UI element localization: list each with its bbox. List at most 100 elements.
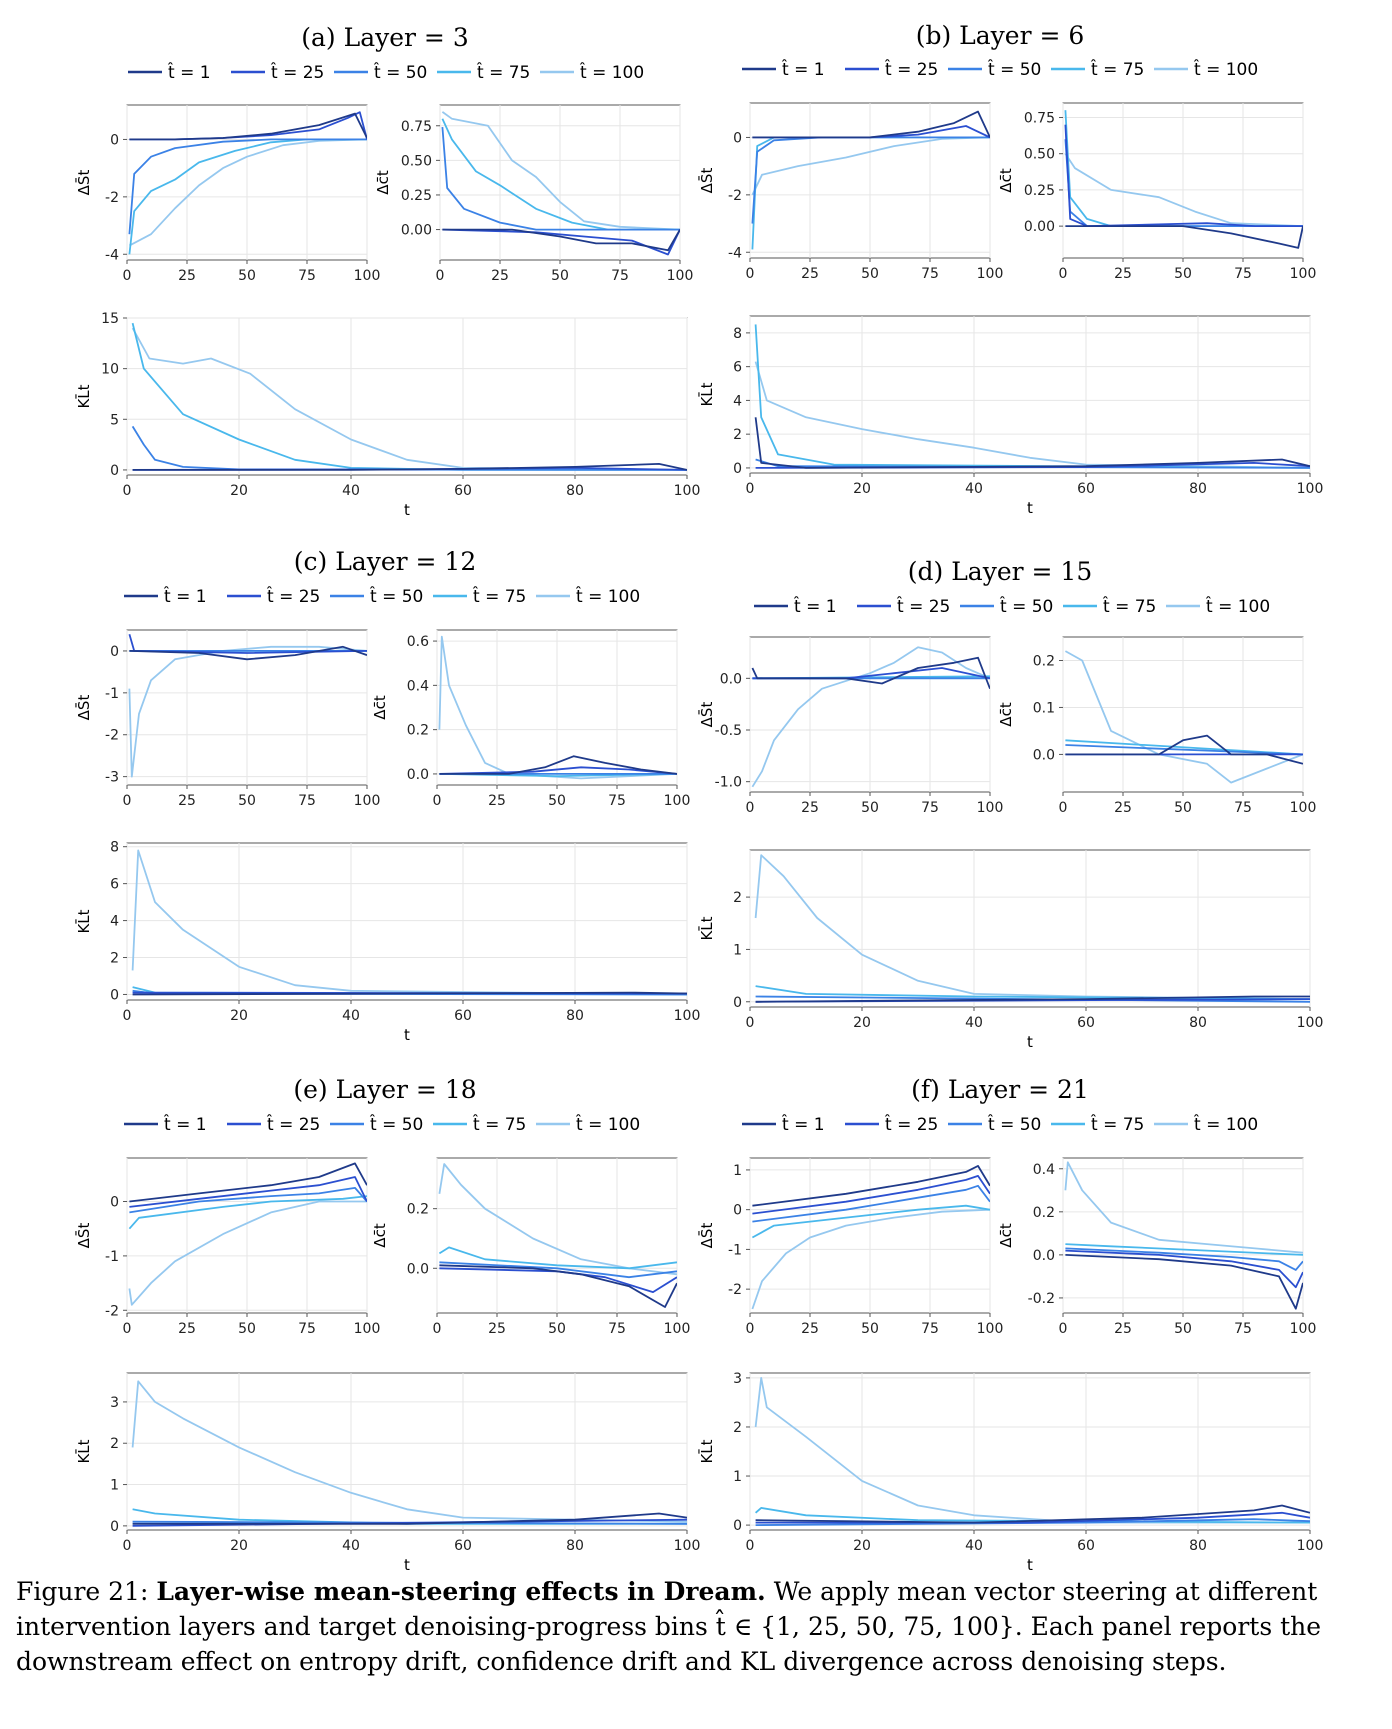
y-tick-label: 0.75	[1024, 110, 1055, 126]
y-axis-label: KL̄t	[697, 1439, 716, 1463]
x-axis-label: t	[404, 501, 410, 519]
chart-panel: (e) Layer = 18 t̂ = 1 t̂ = 25 t̂ = 50 t̂ = 7…	[74, 1075, 700, 1570]
series-line	[755, 1518, 1310, 1526]
plot-area	[749, 849, 1311, 1008]
series-line	[129, 1176, 367, 1208]
legend-label: t̂ = 100	[576, 1114, 641, 1135]
legend-label: t̂ = 1	[782, 59, 825, 80]
series-line	[131, 849, 687, 996]
legend-label: t̂ = 50	[374, 62, 428, 83]
legend: t̂ = 1 t̂ = 25 t̂ = 50 t̂ = 75 t̂ = 100	[754, 596, 1270, 617]
x-tick-label: 20	[853, 481, 871, 497]
y-tick-label: 2	[733, 1420, 742, 1436]
y-tick-label: 2	[733, 890, 742, 906]
series-line	[128, 645, 367, 778]
series-group	[128, 633, 367, 778]
y-tick-label: -1.0	[715, 775, 742, 791]
x-tick-label: 0	[746, 1015, 755, 1031]
x-tick-label: 40	[965, 481, 983, 497]
x-axis-label: t	[404, 1026, 410, 1044]
y-axis-label: KL̄t	[74, 909, 93, 933]
series-line	[129, 645, 367, 661]
x-tick-label: 100	[674, 1538, 701, 1554]
y-tick-label: 6	[733, 360, 742, 376]
x-tick-label: 40	[342, 1538, 360, 1554]
x-axis-label: t	[1027, 1033, 1033, 1051]
series-line	[438, 1246, 677, 1270]
series-line	[439, 755, 677, 775]
subplot: 0 25 50 75 100 0.0 -0.5 -1.0 ΔS̄t	[697, 636, 1003, 816]
chart-panel: (f) Layer = 21 t̂ = 1 t̂ = 25 t̂ = 50 t̂ = 7…	[697, 1075, 1323, 1570]
panel-title: (f) Layer = 21	[911, 1075, 1089, 1104]
series-line	[1064, 1161, 1303, 1254]
subplot: 0 25 50 75 100 0.2 0.1 0.0 Δc̄t	[997, 636, 1316, 816]
x-tick-label: 75	[921, 800, 939, 816]
x-tick-label: 0	[433, 1321, 442, 1337]
x-tick-label: 25	[178, 1321, 196, 1337]
y-tick-label: 4	[110, 914, 119, 930]
y-axis-label: Δc̄t	[371, 1223, 389, 1248]
subplot: 0 25 50 75 100 0.4 0.2 0.0 -0.2 Δc̄t	[997, 1157, 1317, 1337]
series-line	[1065, 1243, 1303, 1256]
y-axis-label: KL̄t	[74, 1439, 93, 1463]
series-group	[751, 110, 990, 250]
x-tick-label: 50	[1174, 1321, 1192, 1337]
legend: t̂ = 1 t̂ = 25 t̂ = 50 t̂ = 75 t̂ = 100	[124, 586, 640, 607]
plot-area	[126, 842, 688, 1001]
series-line	[132, 1512, 687, 1525]
series-group	[751, 1165, 990, 1310]
legend-label: t̂ = 50	[988, 1114, 1042, 1135]
x-tick-label: 50	[861, 266, 879, 282]
y-tick-label: 1	[733, 1469, 742, 1485]
series-line	[129, 1162, 367, 1203]
x-tick-label: 0	[746, 1538, 755, 1554]
legend-label: t̂ = 50	[988, 59, 1042, 80]
x-tick-label: 80	[566, 1538, 584, 1554]
series-line	[439, 1264, 677, 1308]
y-tick-label: 8	[110, 840, 119, 856]
legend-label: t̂ = 1	[782, 1114, 825, 1135]
y-tick-label: 1	[110, 1478, 119, 1494]
y-tick-label: 0	[110, 987, 119, 1003]
y-tick-label: -2	[105, 728, 119, 744]
x-tick-label: 60	[1077, 1015, 1095, 1031]
legend-label: t̂ = 25	[885, 1114, 939, 1135]
y-tick-label: -2	[105, 1303, 119, 1319]
x-tick-label: 60	[454, 1008, 472, 1024]
legend-label: t̂ = 25	[885, 59, 939, 80]
series-line	[754, 361, 1310, 469]
y-tick-label: 0.2	[1033, 653, 1055, 669]
subplot: 0 25 50 75 100 0 -2 -4 ΔS̄t	[74, 104, 380, 284]
y-tick-label: 0	[110, 132, 119, 148]
legend-label: t̂ = 75	[477, 62, 531, 83]
caption-label: Figure 21:	[16, 1577, 149, 1606]
x-tick-label: 100	[1290, 1321, 1317, 1337]
y-tick-label: 1	[733, 1163, 742, 1179]
series-group	[1064, 650, 1303, 784]
x-tick-label: 0	[123, 793, 132, 809]
x-tick-label: 50	[861, 1321, 879, 1337]
y-tick-label: 0.2	[1033, 1205, 1055, 1221]
y-tick-label: 0.4	[407, 678, 429, 694]
x-tick-label: 100	[1297, 481, 1324, 497]
x-tick-label: 100	[1297, 1015, 1324, 1031]
legend-label: t̂ = 100	[1194, 59, 1259, 80]
subplot: 0 20 40 60 80 100 3 2 1 0 KL̄t t	[697, 1371, 1323, 1570]
y-axis-label: ΔS̄t	[74, 695, 93, 721]
x-tick-label: 0	[123, 1538, 132, 1554]
x-tick-label: 50	[548, 1321, 566, 1337]
legend-label: t̂ = 1	[164, 586, 207, 607]
y-tick-label: -2	[105, 190, 119, 206]
series-line	[439, 1261, 677, 1279]
series-line	[1065, 734, 1303, 765]
y-tick-label: 0.0	[1033, 1248, 1055, 1264]
legend-label: t̂ = 75	[473, 586, 527, 607]
series-group	[128, 111, 367, 255]
x-tick-label: 0	[1059, 1321, 1068, 1337]
legend-label: t̂ = 50	[1000, 596, 1054, 617]
y-axis-label: KL̄t	[74, 384, 93, 408]
y-tick-label: 0	[110, 463, 119, 479]
x-tick-label: 25	[488, 793, 506, 809]
x-tick-label: 75	[608, 793, 626, 809]
y-tick-label: 0.00	[401, 223, 432, 239]
